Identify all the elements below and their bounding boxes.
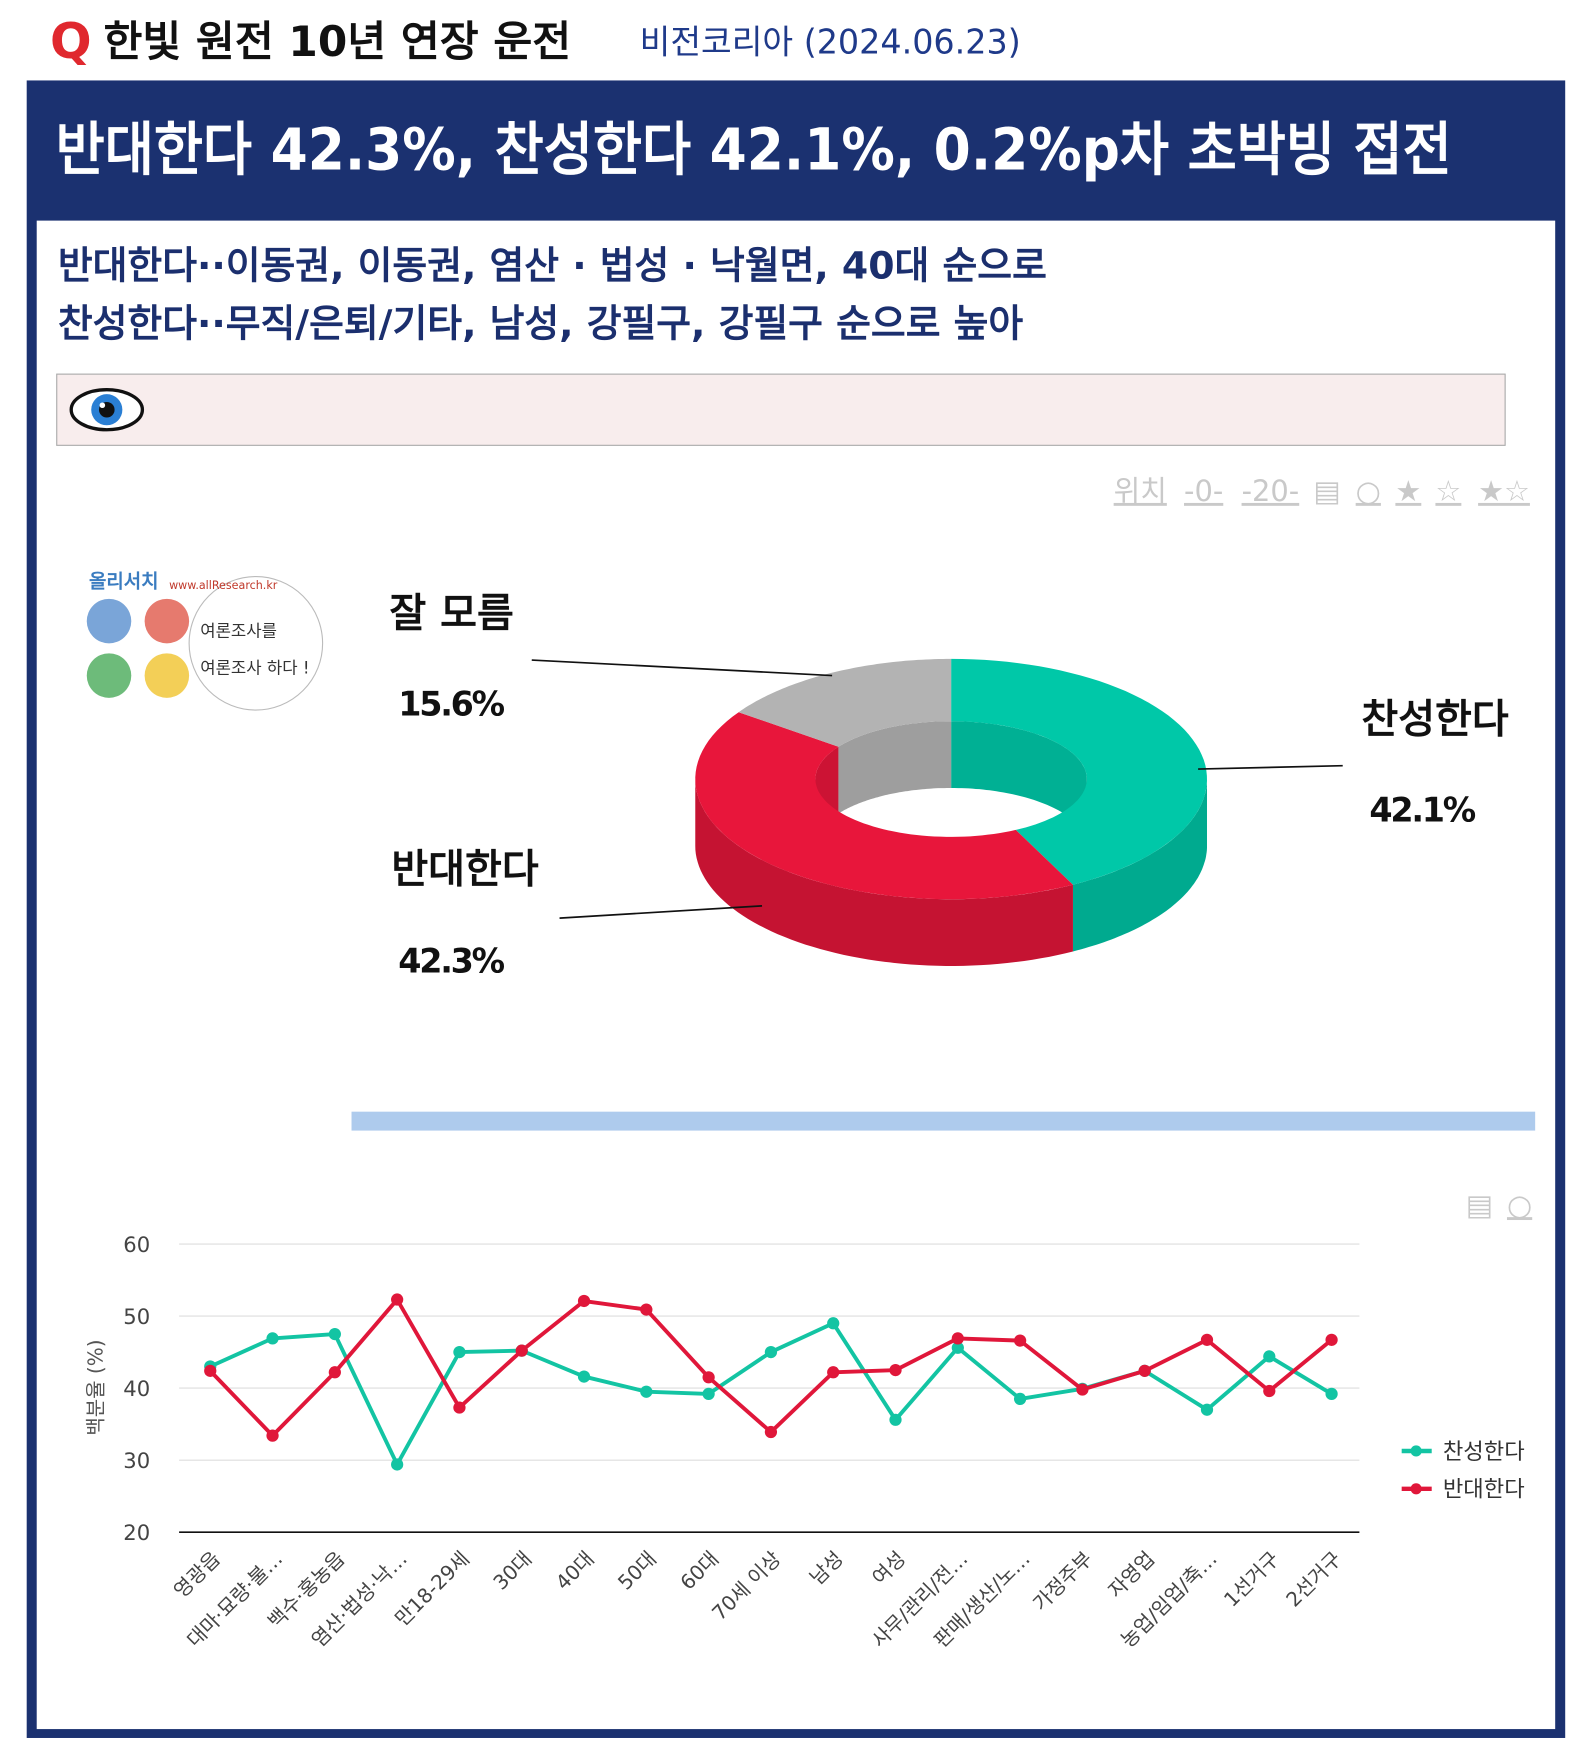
leader-line xyxy=(531,659,833,677)
point xyxy=(951,1332,964,1345)
donut-side xyxy=(1072,779,1207,952)
toolbar-item[interactable]: 위치 xyxy=(1114,474,1167,508)
y-tick-label: 50 xyxy=(123,1304,150,1329)
headline: 반대한다 42.3%, 찬성한다 42.1%, 0.2%p차 초박빙 접전 xyxy=(56,115,1452,183)
point xyxy=(391,1458,404,1471)
point xyxy=(1013,1392,1027,1406)
donut-slice xyxy=(738,658,952,747)
legend-swatch xyxy=(1410,1445,1422,1457)
point xyxy=(764,1345,778,1359)
point xyxy=(1200,1403,1214,1416)
point xyxy=(1013,1334,1027,1347)
toolbar-item[interactable]: ○ xyxy=(1356,474,1381,508)
point xyxy=(453,1345,466,1359)
panel xyxy=(36,220,1556,1730)
point xyxy=(764,1425,778,1439)
logo: 올리서치 www.allResearch.kr 여론조사를 여론조사 하다 ! xyxy=(86,571,324,711)
y-tick-label: 20 xyxy=(123,1520,150,1545)
point xyxy=(889,1413,902,1426)
toolbar-item[interactable]: -20- xyxy=(1242,474,1300,508)
logo-ring xyxy=(188,576,324,711)
logo-dot xyxy=(144,653,190,698)
point xyxy=(204,1364,217,1377)
point xyxy=(951,1341,964,1354)
point xyxy=(640,1303,653,1316)
toolbar: 위치 -0- -20- ▤ ○ ★ ☆ ★☆ xyxy=(1114,474,1530,508)
legend-swatch xyxy=(1410,1483,1422,1495)
donut-slice xyxy=(951,658,1207,885)
toolbar-item[interactable]: -0- xyxy=(1184,474,1223,508)
toolbar-item[interactable]: ★ xyxy=(1395,474,1421,508)
toolbar-item[interactable]: ☆ xyxy=(1435,474,1461,508)
y-tick-label: 40 xyxy=(123,1376,150,1401)
point xyxy=(328,1327,341,1341)
y-tick-label: 30 xyxy=(123,1448,150,1473)
toolbar-item[interactable]: ○ xyxy=(1507,1188,1532,1222)
divider xyxy=(351,1111,1536,1131)
logo-url: www.allResearch.kr xyxy=(169,579,278,592)
point xyxy=(1325,1387,1338,1400)
toolbar-item[interactable]: ▤ xyxy=(1313,474,1340,508)
eye-icon xyxy=(69,388,145,432)
q-mark: Q xyxy=(50,13,92,70)
donut-side xyxy=(695,779,1073,966)
page-title: 한빛 원전 10년 연장 운전 xyxy=(103,17,571,66)
slice-label: 잘 모름 xyxy=(389,591,513,637)
slice-value: 42.3% xyxy=(398,942,504,981)
toolbar-item[interactable]: ▤ xyxy=(1466,1188,1493,1222)
point xyxy=(1325,1333,1338,1346)
point xyxy=(1076,1383,1089,1396)
point xyxy=(515,1344,528,1357)
slice-value: 15.6% xyxy=(398,685,504,724)
point xyxy=(1138,1364,1151,1377)
point xyxy=(889,1363,902,1377)
leader-line xyxy=(559,905,763,919)
point xyxy=(702,1371,715,1384)
point xyxy=(827,1366,840,1379)
logo-slogan: 여론조사 하다 ! xyxy=(200,658,309,677)
leader-line xyxy=(1198,764,1343,770)
point xyxy=(1263,1384,1276,1398)
donut-inner-side xyxy=(838,721,952,814)
summary-line: 반대한다··이동권, 이동권, 염산 · 법성 · 낙월면, 40대 순으로 xyxy=(58,243,1047,287)
donut-inner-side xyxy=(951,721,1087,846)
logo-dot xyxy=(86,653,132,698)
point xyxy=(328,1366,341,1379)
logo-dot xyxy=(86,598,132,644)
summary-line: 찬성한다··무직/은퇴/기타, 남성, 강필구, 강필구 순으로 높아 xyxy=(58,301,1024,345)
legend-label: 반대한다 xyxy=(1443,1477,1525,1503)
point xyxy=(1263,1350,1276,1363)
donut-slice xyxy=(695,712,1073,900)
y-axis-title: 백분율 (%) xyxy=(83,1339,107,1435)
y-tick-label: 60 xyxy=(123,1232,150,1257)
point xyxy=(391,1293,404,1306)
point xyxy=(1200,1333,1214,1346)
logo-slogan: 여론조사를 xyxy=(200,622,277,641)
point xyxy=(640,1385,653,1398)
point xyxy=(577,1370,591,1383)
point xyxy=(266,1429,279,1442)
source: 비전코리아 (2024.06.23) xyxy=(640,23,1021,62)
logo-dot xyxy=(144,598,190,644)
point xyxy=(702,1387,715,1400)
point xyxy=(453,1401,466,1414)
point xyxy=(577,1294,591,1308)
slice-value: 42.1% xyxy=(1369,790,1475,829)
slice-label: 찬성한다 xyxy=(1361,696,1508,742)
logo-name: 올리서치 xyxy=(89,571,159,593)
slice-label: 반대한다 xyxy=(391,847,538,893)
legend-label: 찬성한다 xyxy=(1443,1439,1525,1465)
toolbar-item[interactable]: ★☆ xyxy=(1478,474,1530,508)
point xyxy=(827,1317,840,1330)
note-box xyxy=(56,373,1506,446)
point xyxy=(266,1332,279,1345)
